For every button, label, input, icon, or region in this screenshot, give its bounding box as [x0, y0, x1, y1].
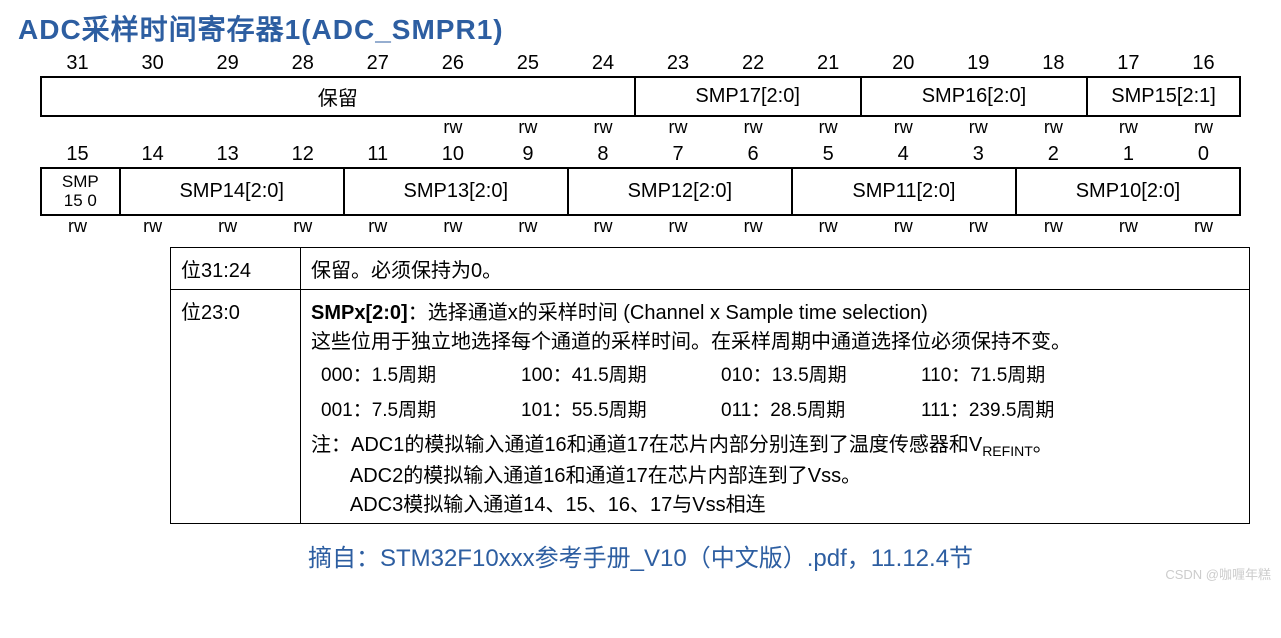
rw-high: rwrwrwrwrwrwrwrwrwrwrw: [40, 117, 1241, 138]
cell: 16: [1166, 51, 1241, 76]
rw-low: rwrwrwrwrwrwrwrwrwrwrwrwrwrwrwrw: [40, 216, 1241, 237]
cell: 17: [1091, 51, 1166, 76]
cell: 29: [190, 51, 265, 76]
register-diagram: 31302928272625242322212019181716 保留SMP17…: [10, 51, 1271, 237]
cell: rw: [115, 216, 190, 237]
cell: rw: [1016, 216, 1091, 237]
cell: [115, 117, 190, 138]
cell: [190, 117, 265, 138]
cell: rw: [716, 216, 791, 237]
cell: rw: [641, 117, 716, 138]
cell: rw: [941, 117, 1016, 138]
cell: 15: [40, 142, 115, 167]
desc-text: 保留。必须保持为0。: [301, 248, 1250, 290]
page-title: ADC采样时间寄存器1(ADC_SMPR1): [10, 5, 1271, 51]
cell: 9: [490, 142, 565, 167]
cell: [40, 117, 115, 138]
cell: rw: [641, 216, 716, 237]
cell: rw: [415, 117, 490, 138]
cell: rw: [1166, 117, 1241, 138]
bit-numbers-high: 31302928272625242322212019181716: [40, 51, 1241, 76]
cell: rw: [1016, 117, 1091, 138]
cell: 11: [340, 142, 415, 167]
cell: 18: [1016, 51, 1091, 76]
field-cell: SMP17[2:0]: [636, 78, 862, 115]
cell: 10: [415, 142, 490, 167]
desc-text: SMPx[2:0]：选择通道x的采样时间 (Channel x Sample t…: [301, 290, 1250, 524]
cell: rw: [190, 216, 265, 237]
cell: rw: [866, 216, 941, 237]
cell: 2: [1016, 142, 1091, 167]
cell: 21: [791, 51, 866, 76]
field-cell: SMP16[2:0]: [862, 78, 1088, 115]
cell: 27: [340, 51, 415, 76]
cell: 30: [115, 51, 190, 76]
cell: rw: [1166, 216, 1241, 237]
cell: 8: [565, 142, 640, 167]
desc-bits: 位31:24: [171, 248, 301, 290]
cell: 14: [115, 142, 190, 167]
footer-citation: 摘自：STM32F10xxx参考手册_V10（中文版）.pdf，11.12.4节: [10, 538, 1271, 573]
cell: rw: [866, 117, 941, 138]
cell: 0: [1166, 142, 1241, 167]
field-cell: SMP10[2:0]: [1017, 169, 1239, 214]
cell: rw: [941, 216, 1016, 237]
cell: 3: [941, 142, 1016, 167]
cell: 12: [265, 142, 340, 167]
cell: 24: [565, 51, 640, 76]
cell: rw: [791, 216, 866, 237]
field-cell: SMP12[2:0]: [569, 169, 793, 214]
cell: 4: [866, 142, 941, 167]
cell: [265, 117, 340, 138]
field-cell: SMP13[2:0]: [345, 169, 569, 214]
cell: rw: [565, 216, 640, 237]
cell: rw: [791, 117, 866, 138]
description-table: 位31:24保留。必须保持为0。位23:0SMPx[2:0]：选择通道x的采样时…: [170, 247, 1250, 524]
cell: rw: [490, 117, 565, 138]
bit-numbers-low: 1514131211109876543210: [40, 142, 1241, 167]
cell: 6: [716, 142, 791, 167]
cell: 31: [40, 51, 115, 76]
field-cell: 保留: [42, 78, 636, 115]
cell: rw: [415, 216, 490, 237]
desc-bits: 位23:0: [171, 290, 301, 524]
cell: 26: [415, 51, 490, 76]
cell: 19: [941, 51, 1016, 76]
cell: rw: [40, 216, 115, 237]
cell: rw: [565, 117, 640, 138]
cell: 13: [190, 142, 265, 167]
cell: 7: [641, 142, 716, 167]
fields-high: 保留SMP17[2:0]SMP16[2:0]SMP15[2:1]: [40, 76, 1241, 117]
cell: 1: [1091, 142, 1166, 167]
field-cell: SMP14[2:0]: [121, 169, 345, 214]
field-cell: SMP 15 0: [42, 169, 121, 214]
cell: rw: [1091, 216, 1166, 237]
cell: rw: [1091, 117, 1166, 138]
cell: rw: [265, 216, 340, 237]
description-block: 位31:24保留。必须保持为0。位23:0SMPx[2:0]：选择通道x的采样时…: [170, 247, 1250, 524]
field-cell: SMP15[2:1]: [1088, 78, 1239, 115]
cell: 25: [490, 51, 565, 76]
cell: 20: [866, 51, 941, 76]
cell: rw: [340, 216, 415, 237]
watermark: CSDN @咖喱年糕: [1165, 564, 1271, 583]
cell: 28: [265, 51, 340, 76]
cell: [340, 117, 415, 138]
cell: 23: [641, 51, 716, 76]
cell: rw: [716, 117, 791, 138]
cell: 22: [716, 51, 791, 76]
fields-low: SMP 15 0SMP14[2:0]SMP13[2:0]SMP12[2:0]SM…: [40, 167, 1241, 216]
cell: rw: [490, 216, 565, 237]
cell: 5: [791, 142, 866, 167]
field-cell: SMP11[2:0]: [793, 169, 1017, 214]
